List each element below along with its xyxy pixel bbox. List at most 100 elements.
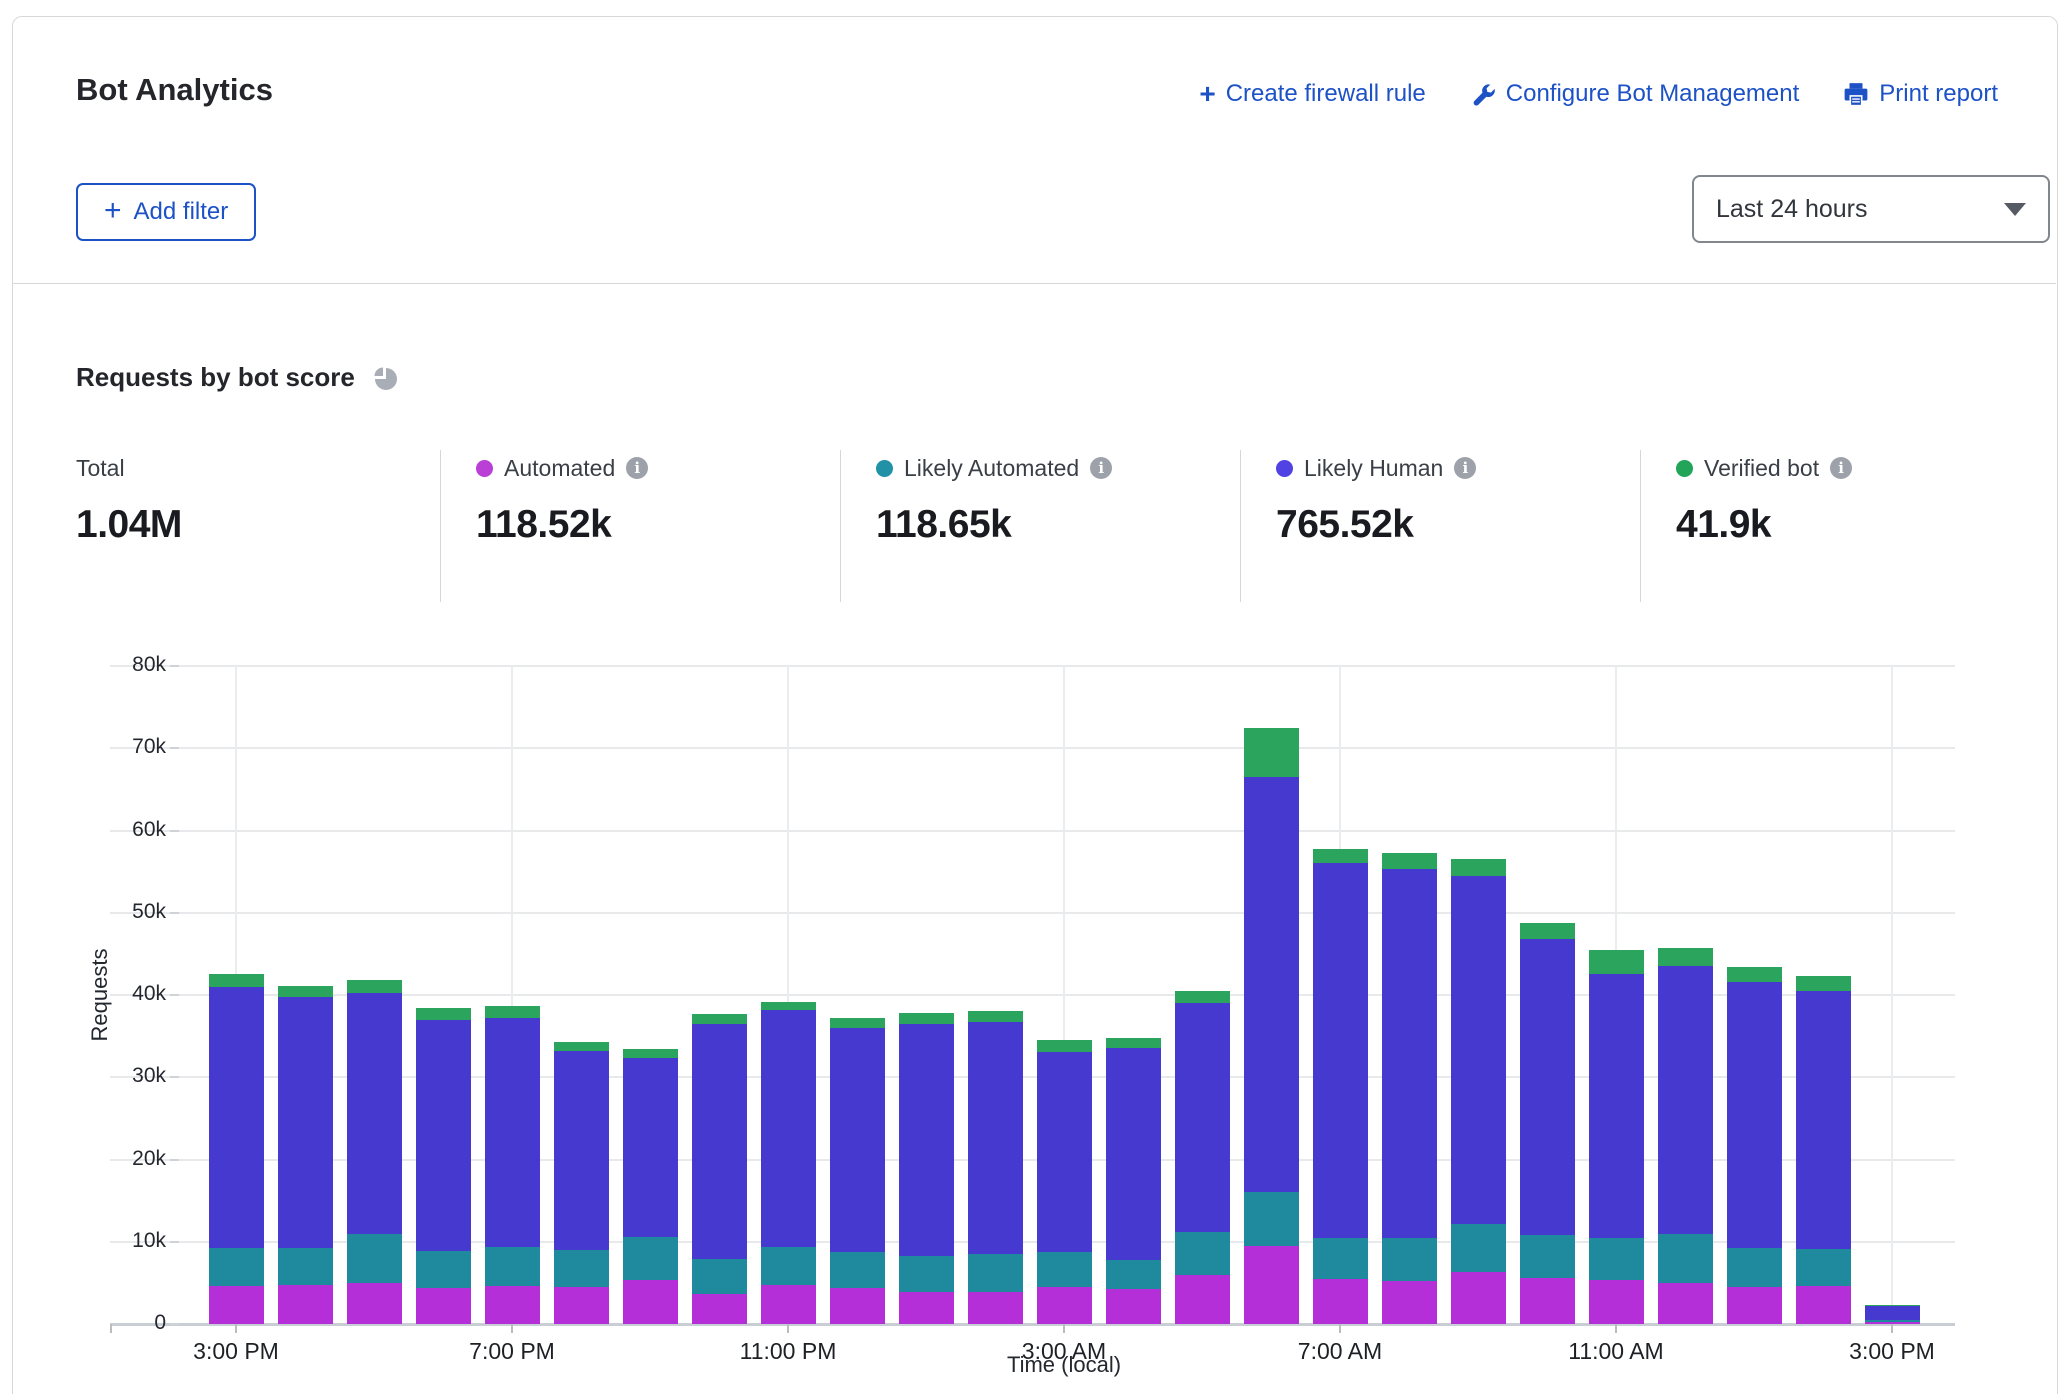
stat-divider bbox=[1640, 450, 1641, 602]
stat-value: 118.65k bbox=[876, 503, 1012, 546]
bar-segment-likely-human bbox=[760, 1009, 816, 1247]
add-filter-button[interactable]: + Add filter bbox=[76, 183, 257, 241]
bar-group[interactable] bbox=[898, 1013, 954, 1324]
bar-group[interactable] bbox=[484, 1005, 540, 1324]
bar-group[interactable] bbox=[1657, 948, 1713, 1324]
bar-group[interactable] bbox=[829, 1018, 885, 1324]
bar-segment-likely-human bbox=[415, 1020, 471, 1251]
bar-segment-likely-automated bbox=[1036, 1251, 1092, 1287]
bar-group[interactable] bbox=[1381, 852, 1437, 1324]
bar-segment-likely-human bbox=[1036, 1051, 1092, 1252]
stat-label: Likely Automated bbox=[904, 454, 1080, 481]
bar-segment-automated bbox=[1312, 1278, 1368, 1324]
bar-segment-likely-automated bbox=[760, 1246, 816, 1286]
bar-group[interactable] bbox=[553, 1041, 609, 1324]
bar-segment-likely-human bbox=[346, 993, 402, 1234]
bar-group[interactable] bbox=[415, 1008, 471, 1324]
bar-segment-verified-bot bbox=[691, 1013, 747, 1024]
bar-segment-likely-automated bbox=[622, 1236, 678, 1280]
bar-group[interactable] bbox=[1174, 990, 1230, 1324]
bar-segment-likely-automated bbox=[1657, 1233, 1713, 1283]
bar-segment-automated bbox=[1105, 1288, 1161, 1324]
bar-group[interactable] bbox=[346, 980, 402, 1324]
bar-group[interactable] bbox=[1243, 727, 1299, 1324]
action-label: Create firewall rule bbox=[1225, 80, 1426, 107]
bar-segment-automated bbox=[1381, 1281, 1437, 1324]
bar-group[interactable] bbox=[1588, 949, 1644, 1324]
bar-group[interactable] bbox=[760, 1001, 816, 1324]
bar-segment-verified-bot bbox=[1312, 848, 1368, 864]
bar-segment-verified-bot bbox=[1726, 967, 1782, 982]
create-firewall-rule-link[interactable]: + Create firewall rule bbox=[1199, 80, 1425, 108]
bar-segment-verified-bot bbox=[1864, 1305, 1920, 1306]
bar-group[interactable] bbox=[1450, 859, 1506, 1324]
bar-segment-automated bbox=[967, 1291, 1023, 1324]
bar-segment-verified-bot bbox=[1243, 727, 1299, 778]
bar-segment-likely-human bbox=[553, 1050, 609, 1250]
bar-segment-automated bbox=[415, 1287, 471, 1324]
bar-segment-likely-human bbox=[691, 1023, 747, 1259]
stat-likely-automated: Likely Automated i 118.65k bbox=[876, 454, 1113, 547]
bar-segment-likely-automated bbox=[277, 1248, 333, 1286]
bar-segment-verified-bot bbox=[553, 1041, 609, 1051]
bar-segment-likely-human bbox=[829, 1027, 885, 1253]
bar-segment-likely-human bbox=[484, 1018, 540, 1248]
time-range-value: Last 24 hours bbox=[1716, 194, 1868, 223]
stat-value: 118.52k bbox=[476, 503, 612, 546]
bar-group[interactable] bbox=[1726, 967, 1782, 1324]
bar-segment-likely-automated bbox=[1105, 1259, 1161, 1289]
bar-segment-likely-human bbox=[208, 986, 264, 1249]
bar-segment-automated bbox=[1519, 1277, 1575, 1324]
bar-segment-likely-automated bbox=[1795, 1249, 1851, 1287]
time-range-select[interactable]: Last 24 hours bbox=[1692, 175, 2050, 243]
configure-bot-management-link[interactable]: Configure Bot Management bbox=[1470, 80, 1799, 108]
bar-group[interactable] bbox=[622, 1049, 678, 1324]
bar-segment-likely-automated bbox=[1519, 1235, 1575, 1278]
bar-group[interactable] bbox=[1795, 976, 1851, 1324]
info-icon[interactable]: i bbox=[1454, 457, 1477, 479]
bar-group[interactable] bbox=[1519, 922, 1575, 1324]
plus-icon: + bbox=[104, 193, 122, 227]
stat-automated: Automated i 118.52k bbox=[476, 455, 649, 547]
bar-segment-automated bbox=[346, 1282, 402, 1324]
bar-segment-automated bbox=[1036, 1286, 1092, 1324]
bar-segment-automated bbox=[1795, 1286, 1851, 1324]
stat-divider bbox=[1240, 450, 1241, 602]
bar-group[interactable] bbox=[1312, 848, 1368, 1324]
bar-group[interactable] bbox=[277, 985, 333, 1324]
bar-segment-automated bbox=[898, 1291, 954, 1324]
y-axis-title: Requests bbox=[87, 948, 112, 1042]
bar-segment-likely-automated bbox=[553, 1249, 609, 1287]
bar-segment-likely-human bbox=[1105, 1048, 1161, 1260]
bar-segment-automated bbox=[1726, 1286, 1782, 1324]
likely-automated-legend-dot bbox=[876, 459, 893, 477]
bar-segment-verified-bot bbox=[1105, 1037, 1161, 1049]
bar-segment-likely-human bbox=[1864, 1305, 1920, 1320]
stat-label: Likely Human bbox=[1304, 454, 1444, 481]
bar-group[interactable] bbox=[208, 974, 264, 1324]
stat-likely-human: Likely Human i 765.52k bbox=[1276, 454, 1477, 547]
info-icon[interactable]: i bbox=[1090, 457, 1113, 479]
bar-segment-likely-human bbox=[1174, 1003, 1230, 1232]
header-divider bbox=[13, 283, 2056, 284]
bar-segment-verified-bot bbox=[1450, 859, 1506, 876]
bar-group[interactable] bbox=[967, 1011, 1023, 1324]
info-icon[interactable]: i bbox=[1830, 457, 1853, 479]
bar-segment-likely-human bbox=[1657, 966, 1713, 1234]
bar-group[interactable] bbox=[1864, 1305, 1920, 1324]
bar-segment-verified-bot bbox=[1795, 976, 1851, 991]
bar-segment-verified-bot bbox=[967, 1011, 1023, 1023]
bar-segment-likely-automated bbox=[691, 1259, 747, 1294]
bar-group[interactable] bbox=[1036, 1040, 1092, 1324]
bar-segment-likely-automated bbox=[1726, 1248, 1782, 1287]
bar-segment-likely-human bbox=[622, 1058, 678, 1237]
section-header: Requests by bot score bbox=[76, 362, 399, 393]
info-icon[interactable]: i bbox=[626, 457, 649, 479]
bar-group[interactable] bbox=[1105, 1037, 1161, 1324]
bar-segment-automated bbox=[208, 1286, 264, 1324]
bar-group[interactable] bbox=[691, 1013, 747, 1324]
bar-segment-likely-human bbox=[1312, 863, 1368, 1238]
bar-segment-verified-bot bbox=[1588, 949, 1644, 975]
bar-segment-automated bbox=[691, 1293, 747, 1324]
print-report-link[interactable]: Print report bbox=[1843, 80, 1998, 108]
